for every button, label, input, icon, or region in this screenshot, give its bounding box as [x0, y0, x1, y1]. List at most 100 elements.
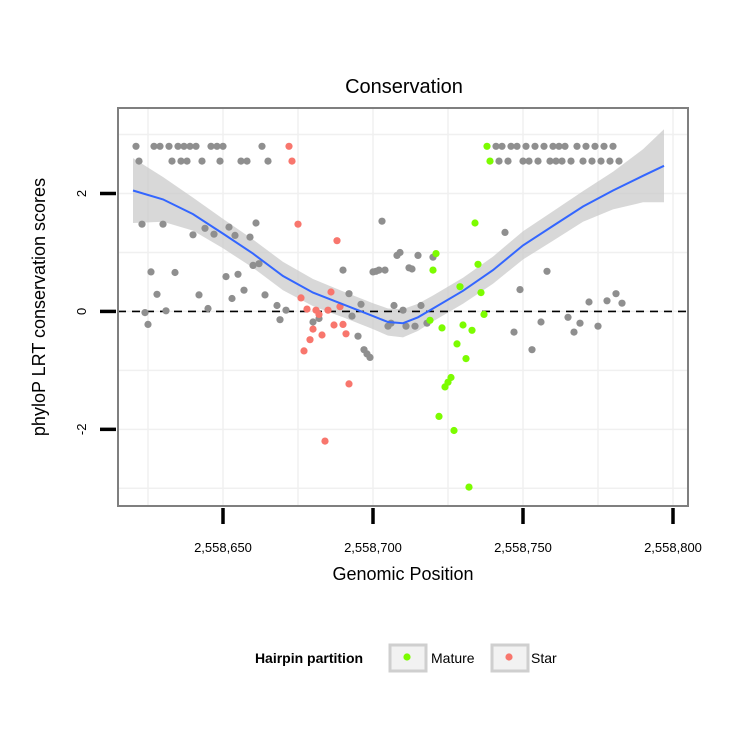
point-other [558, 157, 566, 165]
legend-entry-star: Star [490, 643, 557, 673]
point-other [201, 224, 209, 232]
point-other [204, 304, 212, 313]
point-other [507, 142, 515, 150]
point-other [609, 142, 617, 150]
point-other [522, 142, 530, 150]
point-other [375, 266, 383, 274]
point-other [492, 142, 500, 150]
point-mature [465, 483, 473, 491]
point-star [327, 288, 335, 296]
point-other [555, 142, 563, 150]
point-mature [450, 426, 458, 435]
y-axis-label: phyloP LRT conservation scores [29, 178, 49, 436]
chart-title: Conservation [345, 76, 463, 98]
point-other [519, 157, 527, 165]
point-other [600, 142, 608, 150]
point-other [513, 142, 521, 150]
point-other [135, 157, 143, 165]
x-tick-label: 2,558,650 [194, 540, 252, 555]
point-other [165, 142, 173, 150]
point-other [543, 267, 551, 275]
point-other [150, 142, 158, 150]
point-other [258, 142, 266, 150]
point-other [357, 300, 365, 308]
point-other [141, 309, 149, 317]
point-mature [453, 340, 461, 348]
point-other [198, 157, 206, 165]
point-other [219, 142, 227, 150]
point-mature [432, 250, 440, 258]
legend-swatch-mature [403, 653, 411, 661]
point-star [309, 325, 317, 333]
point-mature [435, 412, 443, 420]
point-other [210, 230, 218, 238]
point-other [354, 332, 362, 340]
x-axis: 2,558,650 2,558,700 2,558,750 2,558,800 [194, 508, 702, 555]
point-other [417, 301, 425, 310]
point-star [345, 380, 353, 388]
point-other [225, 223, 233, 231]
point-star [294, 220, 302, 228]
point-other [528, 346, 536, 354]
point-other [273, 301, 281, 310]
point-mature [471, 219, 479, 227]
y-tick-label: 2 [74, 190, 89, 197]
point-other [183, 157, 191, 165]
point-other [345, 290, 353, 298]
point-other [228, 294, 236, 303]
point-other [192, 142, 200, 150]
point-other [177, 157, 185, 165]
legend: Hairpin partition Mature Star [255, 643, 557, 673]
point-other [189, 231, 197, 239]
point-other [552, 157, 560, 165]
point-other [564, 313, 572, 321]
confidence-ribbon [133, 129, 664, 338]
point-other [147, 268, 155, 276]
point-mature [462, 355, 470, 363]
point-other [168, 157, 176, 165]
legend-entry-mature: Mature [388, 643, 475, 673]
point-other [579, 157, 587, 165]
point-other [255, 260, 263, 268]
point-other [606, 157, 614, 165]
point-other [216, 157, 224, 165]
point-other [561, 142, 569, 150]
point-other [570, 328, 578, 336]
point-other [171, 268, 179, 277]
point-other [594, 322, 602, 330]
legend-swatch-star [505, 653, 513, 661]
point-mature [459, 321, 467, 329]
point-mature [477, 289, 485, 297]
point-other [174, 142, 182, 150]
y-axis: -2 0 2 [74, 190, 116, 435]
plot-panel-border [117, 107, 689, 507]
point-star [330, 321, 338, 329]
x-tick-label: 2,558,800 [644, 540, 702, 555]
point-other [186, 142, 194, 150]
point-star [288, 157, 296, 165]
point-other [573, 142, 581, 150]
point-star [306, 336, 314, 344]
point-other [348, 312, 356, 320]
point-other [207, 142, 215, 150]
point-mature [429, 266, 437, 274]
point-other [381, 266, 389, 274]
point-other [591, 142, 599, 150]
point-other [159, 220, 167, 228]
point-other [390, 301, 398, 310]
point-other [249, 261, 257, 269]
point-mature [474, 260, 482, 268]
point-star [297, 294, 305, 302]
point-mature [483, 142, 491, 150]
point-star [315, 310, 323, 318]
point-other [534, 157, 542, 165]
point-other [237, 157, 245, 165]
point-other [612, 290, 620, 298]
point-other [531, 142, 539, 150]
point-other [576, 319, 584, 327]
point-other [501, 228, 509, 236]
point-other [408, 265, 416, 273]
point-other [414, 251, 422, 259]
point-other [549, 142, 557, 150]
point-other [618, 299, 626, 307]
